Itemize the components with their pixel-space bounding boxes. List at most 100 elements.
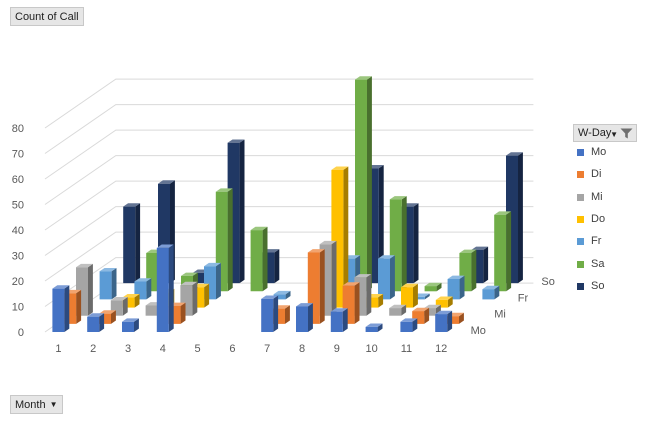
bar-top bbox=[400, 318, 418, 322]
bar-top bbox=[435, 310, 453, 315]
bar-front bbox=[494, 214, 507, 292]
bar-side bbox=[76, 289, 82, 324]
bar bbox=[355, 76, 372, 292]
bar-side bbox=[111, 310, 116, 324]
x-tick-label: 2 bbox=[90, 343, 96, 355]
bar-top bbox=[123, 203, 141, 207]
bars bbox=[52, 76, 523, 332]
bar-top bbox=[482, 285, 500, 290]
bar-top bbox=[435, 296, 453, 300]
bar-side bbox=[227, 188, 233, 292]
bar-side bbox=[262, 226, 268, 292]
legend-swatch bbox=[577, 215, 584, 223]
bar-front bbox=[261, 298, 274, 332]
bar-top bbox=[389, 196, 407, 200]
bar-side bbox=[424, 293, 430, 300]
bar-side bbox=[146, 278, 152, 300]
x-tick-label: 8 bbox=[299, 343, 305, 355]
month-field-label: Month bbox=[15, 399, 46, 411]
bar-top bbox=[158, 180, 175, 184]
bar-side bbox=[412, 318, 418, 332]
bar-side bbox=[413, 283, 418, 308]
bar-front bbox=[145, 305, 158, 316]
bar-front bbox=[87, 316, 100, 332]
bar-side bbox=[424, 307, 430, 324]
bar-side bbox=[390, 255, 395, 300]
bar-top bbox=[471, 246, 489, 250]
bar-top bbox=[181, 272, 198, 276]
y-tick-label: 40 bbox=[12, 225, 24, 237]
gridline bbox=[44, 180, 534, 231]
bar-side bbox=[274, 249, 280, 284]
y-tick-label: 80 bbox=[12, 123, 24, 135]
bar-side bbox=[342, 308, 348, 332]
x-tick-label: 4 bbox=[160, 343, 166, 355]
depth-tick-label: Mi bbox=[494, 309, 506, 321]
dropdown-arrow-icon: ▼ bbox=[610, 130, 618, 139]
bar bbox=[365, 323, 383, 332]
bar-top bbox=[331, 166, 349, 170]
x-tick-label: 1 bbox=[55, 343, 61, 355]
depth-axis-ticks: Mo Mi Fr So bbox=[471, 276, 555, 337]
bar-top bbox=[99, 268, 117, 272]
bar-top bbox=[99, 310, 116, 314]
bar-side bbox=[459, 312, 464, 324]
value-field-button[interactable]: Count of Call bbox=[10, 7, 84, 26]
bar-side bbox=[506, 211, 512, 292]
gridline bbox=[44, 104, 534, 154]
bar-side bbox=[134, 294, 140, 308]
gridline bbox=[44, 155, 534, 205]
bar-front bbox=[400, 321, 413, 332]
bar-top bbox=[494, 211, 512, 215]
bar bbox=[330, 308, 348, 332]
x-tick-label: 6 bbox=[229, 343, 235, 355]
bar-side bbox=[378, 165, 384, 284]
depth-tick-label: Mo bbox=[471, 325, 486, 337]
gridline bbox=[44, 78, 534, 129]
bar-front bbox=[482, 289, 495, 300]
bar bbox=[261, 295, 279, 332]
bar-side bbox=[401, 304, 407, 316]
x-tick-label: 11 bbox=[401, 343, 412, 355]
bar-top bbox=[354, 274, 372, 278]
legend-label: Mo bbox=[591, 146, 607, 158]
bar-top bbox=[204, 262, 221, 267]
bar bbox=[99, 268, 117, 300]
legend-swatch bbox=[577, 193, 584, 201]
bar-side bbox=[494, 285, 500, 300]
bar bbox=[378, 255, 395, 300]
x-tick-label: 3 bbox=[125, 343, 131, 355]
y-axis-ticks: 0 10 20 30 40 50 60 70 80 bbox=[12, 123, 24, 339]
bar-side bbox=[285, 305, 290, 324]
legend-swatch bbox=[577, 238, 584, 246]
y-tick-label: 20 bbox=[12, 276, 24, 288]
bar-side bbox=[483, 246, 489, 284]
bar-top bbox=[273, 290, 291, 295]
bar-side bbox=[447, 310, 453, 332]
bar-side bbox=[273, 295, 279, 332]
bar-top bbox=[412, 307, 430, 312]
bar-side bbox=[401, 196, 407, 292]
y-tick-label: 10 bbox=[12, 302, 24, 314]
bar-top bbox=[296, 303, 313, 307]
wday-field-button[interactable]: W-Day ▼ bbox=[573, 124, 637, 142]
legend-label: Do bbox=[591, 212, 606, 225]
bar bbox=[122, 318, 139, 332]
bar-side bbox=[459, 275, 465, 300]
bar bbox=[401, 283, 418, 308]
bar bbox=[435, 310, 453, 332]
bar-side bbox=[192, 281, 198, 316]
bar-top bbox=[156, 244, 174, 248]
bar-side bbox=[518, 152, 523, 284]
month-field-button[interactable]: Month ▼ bbox=[10, 395, 63, 414]
bar-top bbox=[424, 304, 441, 309]
bar-front bbox=[365, 326, 378, 332]
bar-top bbox=[401, 283, 418, 288]
bar-side bbox=[354, 282, 360, 324]
bar bbox=[76, 263, 93, 316]
bar-side bbox=[377, 323, 383, 332]
depth-tick-label: So bbox=[541, 276, 554, 288]
y-tick-label: 60 bbox=[12, 174, 24, 186]
legend-swatch bbox=[577, 149, 584, 156]
